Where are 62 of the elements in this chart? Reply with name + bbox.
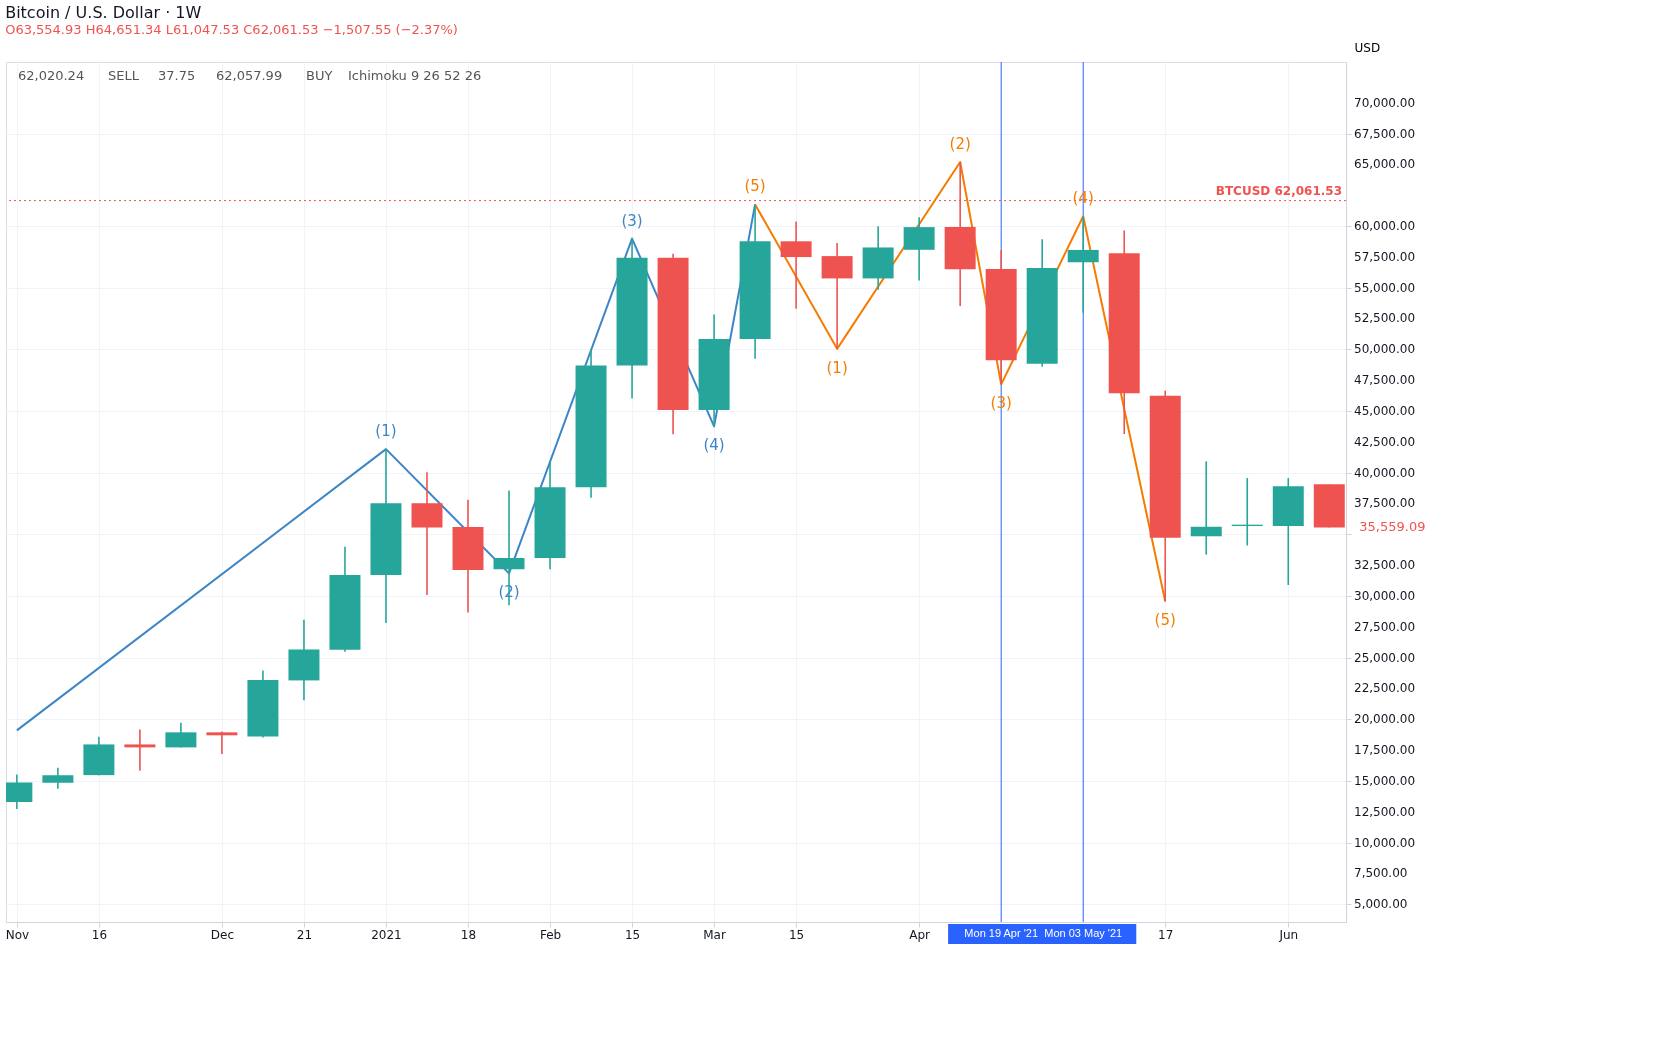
x-tick-label: 15: [624, 927, 641, 942]
y-tick-label: 32,500.00: [1354, 558, 1416, 573]
annotation: Ichimoku 9 26 52 26: [348, 68, 482, 83]
annotation: (3): [621, 211, 643, 230]
x-tick-label: 16: [91, 927, 108, 942]
annotation: 37.75: [158, 68, 196, 83]
y-tick-label: 17,500.00: [1354, 743, 1416, 758]
y-tick-label: 7,500.00: [1354, 866, 1408, 881]
x-tick-label: Nov: [5, 927, 30, 942]
x-tick-label: 21: [296, 927, 313, 942]
annotation: SELL: [108, 68, 140, 83]
x-tick-label: Jun: [1278, 927, 1299, 942]
x-tick-label: Mar: [703, 927, 726, 942]
y-tick-label: 55,000.00: [1354, 280, 1416, 295]
y-tick-label: 52,500.00: [1354, 311, 1416, 326]
annotation: 35,559.09: [1359, 519, 1426, 535]
annotation: (1): [826, 358, 848, 377]
annotation: (4): [703, 436, 725, 455]
ref-line-label: BTCUSD 62,061.53: [1215, 183, 1342, 198]
x-tick-label: 18: [460, 927, 477, 942]
y-tick-label: 37,500.00: [1354, 496, 1416, 511]
annotation: (5): [1154, 611, 1176, 630]
y-tick-label: 10,000.00: [1354, 835, 1416, 850]
ref-line-label: Mon 03 May '21: [1044, 927, 1123, 939]
y-tick-label: 22,500.00: [1354, 681, 1416, 696]
y-tick-label: 67,500.00: [1354, 126, 1416, 141]
y-tick-label: 57,500.00: [1354, 249, 1416, 264]
annotation: (5): [744, 177, 766, 196]
candlestick: [1067, 215, 1099, 314]
y-tick-label: 65,000.00: [1354, 157, 1416, 172]
x-tick-label: 15: [788, 927, 805, 942]
y-tick-label: 42,500.00: [1354, 434, 1416, 449]
candlestick: [493, 489, 525, 607]
ref-line-label: Mon 19 Apr '21: [964, 927, 1038, 939]
x-tick-label: 2021: [371, 927, 402, 942]
y-tick-label: 30,000.00: [1354, 588, 1416, 603]
y-tick-label: 15,000.00: [1354, 773, 1416, 788]
y-tick-label: 20,000.00: [1354, 712, 1416, 727]
y-tick-label: 45,000.00: [1354, 403, 1416, 418]
annotation: (2): [949, 135, 971, 154]
chart-title: Bitcoin / U.S. Dollar · 1W: [5, 3, 202, 22]
x-tick-label: 17: [1158, 927, 1174, 942]
y-tick-label: 47,500.00: [1354, 373, 1416, 388]
annotation: BUY: [306, 68, 333, 83]
chart-subtitle: O63,554.93 H64,651.34 L61,047.53 C62,061.53 −1,507.55 (−2.37%): [5, 22, 458, 37]
x-tick-label: Apr: [909, 927, 931, 942]
candlestick: [124, 728, 156, 772]
y-tick-label: 40,000.00: [1354, 465, 1416, 480]
x-tick-label: Dec: [210, 927, 235, 942]
x-tick-label: Feb: [539, 927, 562, 942]
y-tick-label: 25,000.00: [1354, 650, 1416, 665]
y-tick-label: 27,500.00: [1354, 619, 1416, 634]
annotation: 62,057.99: [216, 68, 283, 83]
y-axis-title: USD: [1354, 40, 1381, 55]
y-tick-label: 60,000.00: [1354, 219, 1416, 234]
y-tick-label: 70,000.00: [1354, 95, 1416, 110]
y-tick-label: 12,500.00: [1354, 804, 1416, 819]
y-tick-label: 5,000.00: [1354, 897, 1408, 912]
y-tick-label: 50,000.00: [1354, 342, 1416, 357]
annotation: (1): [375, 422, 397, 441]
annotation: 62,020.24: [18, 68, 85, 83]
candlestick: [1190, 460, 1222, 556]
